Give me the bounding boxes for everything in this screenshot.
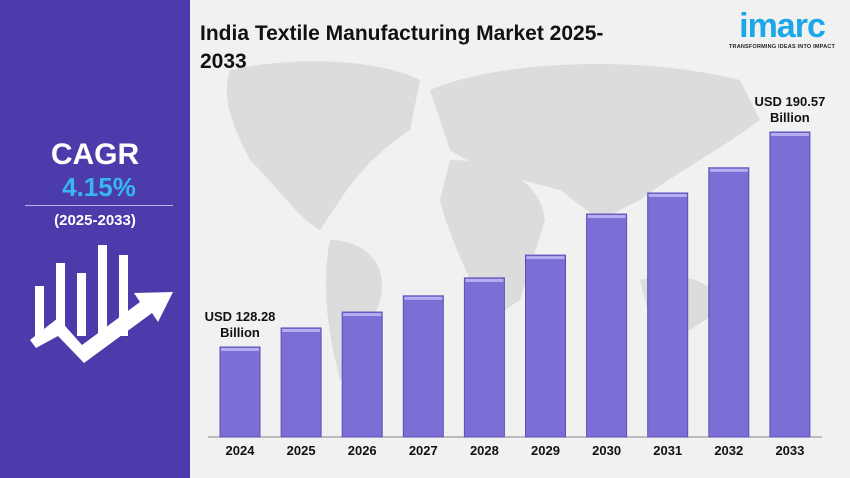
- logo-tagline: TRANSFORMING IDEAS INTO IMPACT: [728, 44, 836, 50]
- data-label: Billion: [220, 325, 260, 340]
- imarc-logo: imarc TRANSFORMING IDEAS INTO IMPACT: [722, 8, 842, 50]
- bar-2025: [280, 327, 322, 438]
- data-label: USD 190.57: [754, 94, 825, 109]
- left-panel: CAGR 4.15% (2025-2033): [0, 0, 190, 478]
- bar-2029: [525, 254, 566, 438]
- bar-highlight: [343, 313, 382, 317]
- bar-highlight: [770, 133, 809, 136]
- x-tick-label: 2025: [287, 443, 316, 458]
- bar-2032: [708, 167, 750, 438]
- bar-2026: [341, 311, 383, 438]
- bar-highlight: [587, 215, 626, 219]
- bar-highlight: [465, 278, 504, 282]
- bar-2031: [647, 192, 689, 438]
- cagr-period: (2025-2033): [54, 212, 136, 229]
- divider: [25, 205, 173, 206]
- x-tick-label: 2027: [409, 443, 438, 458]
- bar-2028: [463, 277, 505, 438]
- bar-2024: [219, 346, 261, 438]
- bar-highlight: [526, 256, 565, 260]
- x-tick-label: 2028: [470, 443, 499, 458]
- x-tick-label: 2029: [531, 443, 560, 458]
- data-label: USD 128.28: [205, 309, 276, 324]
- bar-highlight: [404, 296, 443, 300]
- bar-2030: [586, 213, 628, 438]
- bar-highlight: [648, 193, 687, 197]
- chart-title: India Textile Manufacturing Market 2025-…: [200, 22, 604, 73]
- cagr-label: CAGR: [50, 138, 140, 171]
- x-tick-label: 2031: [653, 443, 682, 458]
- x-tick-label: 2030: [592, 443, 621, 458]
- bar-highlight: [282, 328, 321, 332]
- data-label: Billion: [770, 110, 810, 125]
- cagr-value: 4.15%: [62, 172, 136, 202]
- bar-2033: [769, 131, 811, 438]
- x-tick-label: 2026: [348, 443, 377, 458]
- x-tick-label: 2032: [714, 443, 743, 458]
- bar-highlight: [221, 348, 259, 351]
- bar-highlight: [709, 168, 748, 172]
- bar-chart-arrow-icon: [30, 245, 173, 363]
- x-tick-label: 2024: [226, 443, 256, 458]
- bar-2027: [402, 295, 444, 438]
- logo-word: imarc: [739, 7, 826, 45]
- x-tick-label: 2033: [775, 443, 804, 458]
